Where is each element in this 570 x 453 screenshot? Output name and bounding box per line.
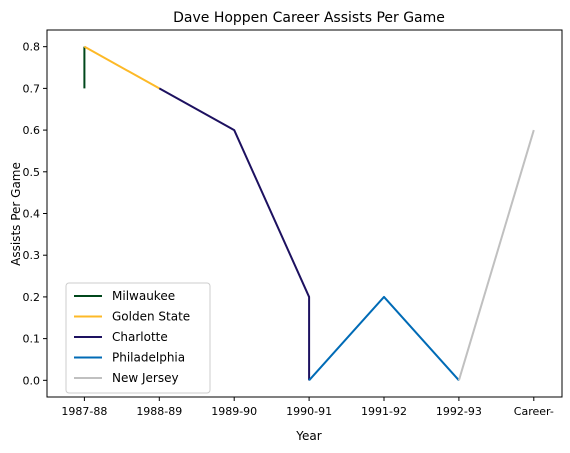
series-line-golden-state — [83, 45, 160, 90]
legend-label-golden-state: Golden State — [112, 310, 190, 324]
x-tick-label: 1989-90 — [211, 405, 257, 418]
series-layer — [83, 45, 535, 381]
x-tick-label: 1988-89 — [136, 405, 182, 418]
y-tick-label: 0.7 — [23, 82, 41, 95]
legend: Milwaukee Golden State Charlotte Philadelph… — [65, 282, 211, 394]
x-tick-label: Career- — [514, 405, 554, 418]
x-tick-label: 1992-93 — [436, 405, 482, 418]
legend-box — [65, 282, 211, 394]
y-tick-label: 0.4 — [23, 208, 41, 221]
x-tick-label: 1987-88 — [61, 405, 107, 418]
x-tick-label: 1991-92 — [361, 405, 407, 418]
y-tick-label: 0.6 — [23, 124, 41, 137]
y-tick-label: 0.8 — [23, 41, 41, 54]
legend-label-charlotte: Charlotte — [112, 330, 168, 344]
y-tick-label: 0.3 — [23, 249, 41, 262]
axes-layer: 1987-88 1988-89 1989-90 1990-91 1991-92 1992-… — [23, 41, 554, 418]
legend-label-milwaukee: Milwaukee — [112, 289, 175, 303]
series-line-new-jersey — [457, 129, 535, 381]
y-tick-label: 0.1 — [23, 333, 41, 346]
x-tick-label: 1990-91 — [286, 405, 332, 418]
y-axis-label: Assists Per Game — [9, 162, 23, 266]
series-line-philadelphia — [308, 295, 460, 381]
y-tick-label: 0.5 — [23, 166, 41, 179]
series-line-charlotte — [158, 87, 311, 381]
y-tick-label: 0.0 — [23, 374, 41, 387]
legend-label-new-jersey: New Jersey — [112, 371, 179, 385]
legend-label-philadelphia: Philadelphia — [112, 351, 185, 365]
x-axis-label: Year — [295, 429, 321, 443]
y-tick-label: 0.2 — [23, 291, 41, 304]
chart-title: Dave Hoppen Career Assists Per Game — [173, 10, 445, 26]
plot-frame — [46, 29, 563, 398]
